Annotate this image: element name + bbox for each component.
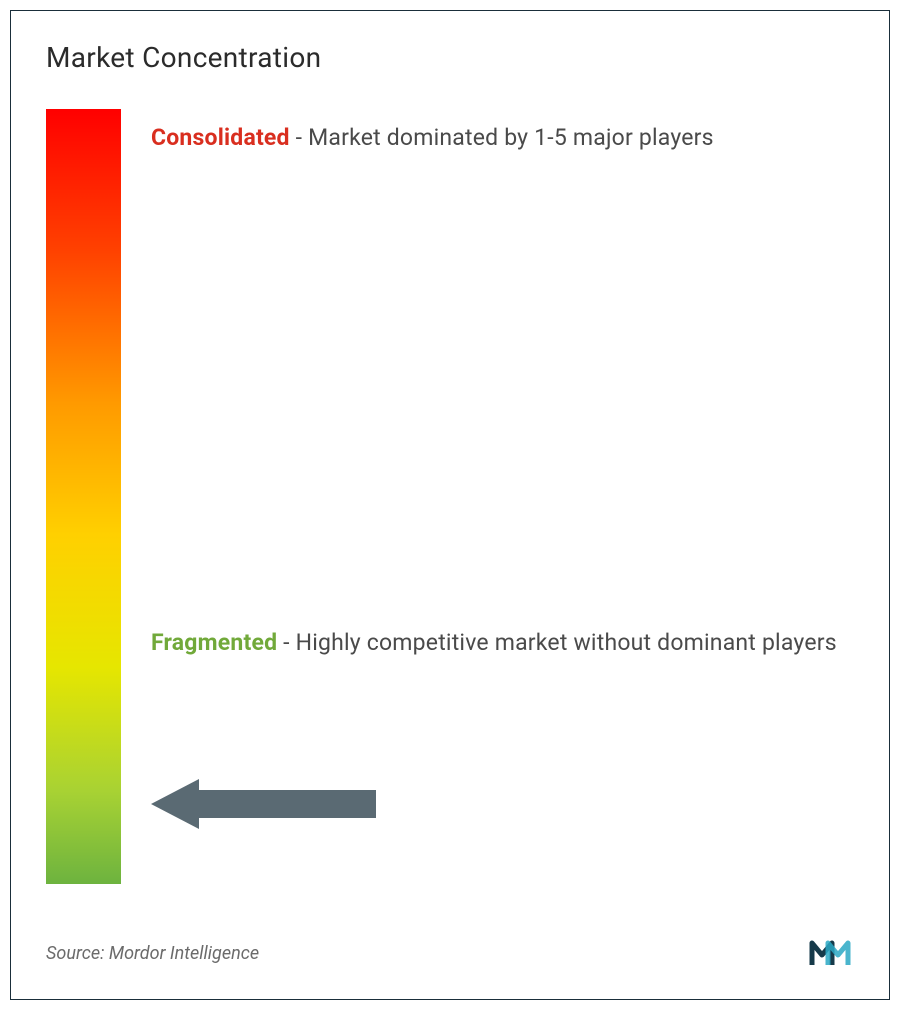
consolidated-description: Consolidated - Market dominated by 1-5 m…: [151, 114, 854, 162]
mordor-logo: [808, 935, 854, 971]
descriptions-column: Consolidated - Market dominated by 1-5 m…: [151, 109, 854, 889]
concentration-gradient-bar: [46, 109, 121, 884]
fragmented-label: Fragmented: [151, 629, 277, 656]
footer: Source: Mordor Intelligence: [46, 935, 854, 971]
source-attribution: Source: Mordor Intelligence: [46, 943, 259, 964]
indicator-arrow: [151, 779, 376, 833]
mordor-logo-icon: [808, 935, 854, 971]
chart-container: Market Concentration Consolidated - Mark…: [10, 10, 890, 1000]
consolidated-text: - Market dominated by 1-5 major players: [296, 124, 714, 151]
content-row: Consolidated - Market dominated by 1-5 m…: [46, 109, 854, 889]
chart-title: Market Concentration: [46, 41, 854, 74]
fragmented-text: - Highly competitive market without domi…: [283, 629, 837, 656]
fragmented-description: Fragmented - Highly competitive market w…: [151, 619, 854, 667]
consolidated-label: Consolidated: [151, 124, 290, 151]
